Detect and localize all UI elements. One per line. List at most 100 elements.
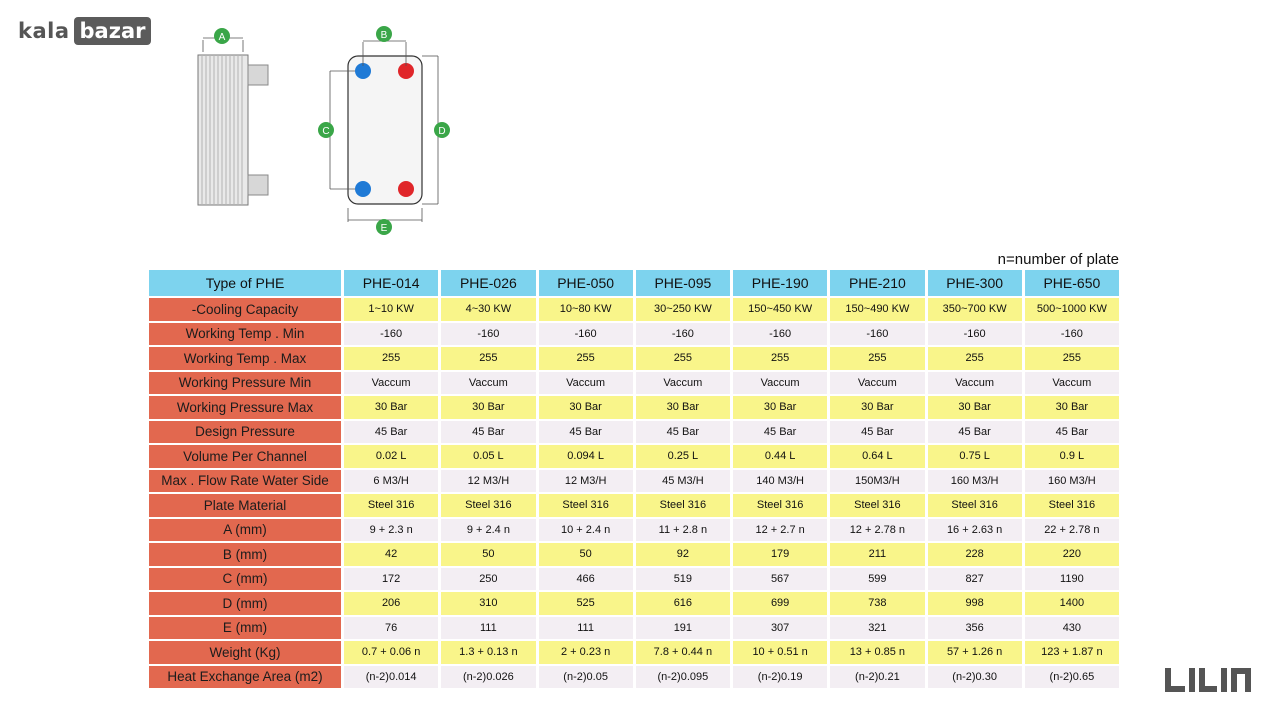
table-cell: 30 Bar bbox=[635, 396, 730, 419]
row-label: Volume Per Channel bbox=[149, 445, 341, 468]
table-cell: -160 bbox=[344, 322, 439, 345]
row-label: Plate Material bbox=[149, 494, 341, 517]
plate-count-note: n=number of plate bbox=[997, 251, 1119, 268]
table-cell: 140 M3/H bbox=[733, 469, 828, 492]
table-cell: 255 bbox=[441, 347, 536, 370]
table-row: Working Pressure Max 30 Bar 30 Bar 30 Bar 30… bbox=[149, 396, 1119, 419]
table-cell: 50 bbox=[538, 543, 633, 566]
table-cell: 321 bbox=[830, 616, 925, 639]
header-model: PHE-210 bbox=[830, 270, 925, 296]
table-cell: 160 M3/H bbox=[927, 469, 1022, 492]
table-cell: -160 bbox=[538, 322, 633, 345]
table-cell: 1190 bbox=[1024, 567, 1119, 590]
table-cell: 45 Bar bbox=[830, 420, 925, 443]
table-cell: 30 Bar bbox=[733, 396, 828, 419]
row-label: E (mm) bbox=[149, 616, 341, 639]
table-cell: 16 + 2.63 n bbox=[927, 518, 1022, 541]
table-cell: 76 bbox=[344, 616, 439, 639]
table-cell: 160 M3/H bbox=[1024, 469, 1119, 492]
label-a-badge bbox=[214, 28, 230, 44]
table-cell: Steel 316 bbox=[344, 494, 439, 517]
table-cell: -160 bbox=[1024, 322, 1119, 345]
table-cell: 45 Bar bbox=[344, 420, 439, 443]
table-cell: 45 Bar bbox=[927, 420, 1022, 443]
row-label: Weight (Kg) bbox=[149, 641, 341, 664]
table-row: Working Temp . Max 255 255 255 255 255 255 255 2… bbox=[149, 347, 1119, 370]
table-cell: 30 Bar bbox=[1024, 396, 1119, 419]
table-cell: 206 bbox=[344, 592, 439, 615]
table-cell: Steel 316 bbox=[733, 494, 828, 517]
table-cell: 10 + 2.4 n bbox=[538, 518, 633, 541]
table-cell: 0.7 + 0.06 n bbox=[344, 641, 439, 664]
table-cell: (n-2)0.026 bbox=[441, 665, 536, 688]
table-row: Working Pressure Min Vaccum Vaccum Vaccum Va… bbox=[149, 371, 1119, 394]
table-cell: 50 bbox=[441, 543, 536, 566]
table-cell: 4~30 KW bbox=[441, 298, 536, 321]
table-cell: 30 Bar bbox=[344, 396, 439, 419]
table-cell: 430 bbox=[1024, 616, 1119, 639]
label-e-text: E bbox=[381, 223, 388, 234]
table-cell: 45 Bar bbox=[538, 420, 633, 443]
label-a-text: A bbox=[219, 32, 226, 43]
table-cell: 45 Bar bbox=[1024, 420, 1119, 443]
header-model: PHE-650 bbox=[1024, 270, 1119, 296]
table-cell: (n-2)0.65 bbox=[1024, 665, 1119, 688]
table-cell: Vaccum bbox=[1024, 371, 1119, 394]
front-view: B C D E bbox=[318, 26, 450, 235]
table-cell: 356 bbox=[927, 616, 1022, 639]
table-cell: 150~490 KW bbox=[830, 298, 925, 321]
table-cell: 228 bbox=[927, 543, 1022, 566]
table-cell: 111 bbox=[441, 616, 536, 639]
side-view: A bbox=[197, 28, 269, 206]
table-cell: (n-2)0.19 bbox=[733, 665, 828, 688]
label-c-badge bbox=[318, 122, 334, 138]
table-cell: 172 bbox=[344, 567, 439, 590]
header-model: PHE-014 bbox=[344, 270, 439, 296]
label-e-badge bbox=[376, 219, 392, 235]
table-row: Design Pressure 45 Bar 45 Bar 45 Bar 45 Bar 4… bbox=[149, 420, 1119, 443]
persian-kalabazar-logo bbox=[1165, 668, 1251, 692]
label-b-badge bbox=[376, 26, 392, 42]
table-row: Volume Per Channel 0.02 L 0.05 L 0.094 L 0.2… bbox=[149, 445, 1119, 468]
table-row: C (mm) 172 250 466 519 567 599 827 1190 bbox=[149, 567, 1119, 590]
table-cell: 616 bbox=[635, 592, 730, 615]
table-cell: 12 + 2.78 n bbox=[830, 518, 925, 541]
table-cell: 310 bbox=[441, 592, 536, 615]
table-cell: 30 Bar bbox=[830, 396, 925, 419]
table-cell: 738 bbox=[830, 592, 925, 615]
table-header-row: Type of PHE PHE-014 PHE-026 PHE-050 PHE-… bbox=[149, 270, 1119, 296]
heat-exchanger-diagram: A B C D E bbox=[197, 26, 450, 235]
table-row: B (mm) 42 50 50 92 179 211 228 220 bbox=[149, 543, 1119, 566]
table-cell: 220 bbox=[1024, 543, 1119, 566]
table-cell: 30 Bar bbox=[441, 396, 536, 419]
table-cell: 45 M3/H bbox=[635, 469, 730, 492]
table-cell: 500~1000 KW bbox=[1024, 298, 1119, 321]
table-cell: 255 bbox=[830, 347, 925, 370]
row-label: D (mm) bbox=[149, 592, 341, 615]
table-row: -Cooling Capacity 1~10 KW 4~30 KW 10~80 KW 3… bbox=[149, 298, 1119, 321]
table-body: -Cooling Capacity 1~10 KW 4~30 KW 10~80 KW 3… bbox=[149, 298, 1119, 688]
table-cell: 9 + 2.3 n bbox=[344, 518, 439, 541]
table-cell: 92 bbox=[635, 543, 730, 566]
table-cell: 12 + 2.7 n bbox=[733, 518, 828, 541]
row-label: -Cooling Capacity bbox=[149, 298, 341, 321]
kalabazar-logo[interactable]: kala bazar bbox=[18, 16, 152, 46]
table-cell: 45 Bar bbox=[635, 420, 730, 443]
table-cell: 0.75 L bbox=[927, 445, 1022, 468]
table-cell: 255 bbox=[635, 347, 730, 370]
row-label: Working Temp . Max bbox=[149, 347, 341, 370]
table-cell: Steel 316 bbox=[830, 494, 925, 517]
header-model: PHE-300 bbox=[927, 270, 1022, 296]
row-label: Max . Flow Rate Water Side bbox=[149, 469, 341, 492]
header-model: PHE-095 bbox=[635, 270, 730, 296]
table-cell: Vaccum bbox=[635, 371, 730, 394]
table-cell: (n-2)0.30 bbox=[927, 665, 1022, 688]
table-cell: 57 + 1.26 n bbox=[927, 641, 1022, 664]
label-d-text: D bbox=[438, 126, 445, 137]
table-cell: 123 + 1.87 n bbox=[1024, 641, 1119, 664]
table-cell: Vaccum bbox=[441, 371, 536, 394]
row-label: Heat Exchange Area (m2) bbox=[149, 665, 341, 688]
table-cell: 599 bbox=[830, 567, 925, 590]
table-cell: (n-2)0.21 bbox=[830, 665, 925, 688]
